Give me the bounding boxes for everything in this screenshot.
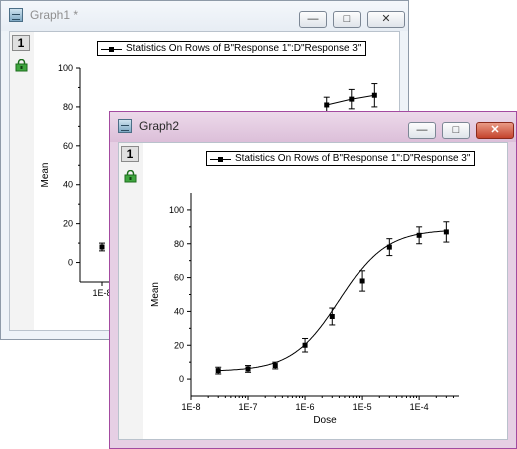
y-tick-label: 40 [63,180,73,190]
y-tick-label: 0 [179,374,184,384]
data-point [272,363,278,369]
x-tick-label: 1E-8 [92,288,111,298]
y-tick-label: 60 [174,273,184,283]
graph2-title: Graph2 [139,119,180,133]
graph2-titlebar[interactable]: Graph2 — □ ✕ [110,112,516,142]
y-tick-label: 60 [63,141,73,151]
y-axis-label: Mean [40,162,51,187]
data-point [359,278,365,284]
lock-icon[interactable] [15,59,28,72]
lock-icon[interactable] [124,170,137,183]
graph-window-icon [9,8,23,22]
y-tick-label: 100 [58,63,73,73]
minimize-button[interactable]: — [408,122,436,139]
y-axis-label: Mean [150,282,161,307]
data-point [371,92,377,98]
graph1-titlebar[interactable]: Graph1 * — □ ✕ [1,1,408,31]
y-tick-label: 20 [174,340,184,350]
x-axis-label: Dose [313,415,337,426]
fit-curve [218,230,447,372]
data-point [215,368,221,374]
x-tick-label: 1E-5 [353,402,372,412]
graph2-legend[interactable]: Statistics On Rows of B"Response 1":D"Re… [206,151,476,166]
minimize-button[interactable]: — [299,11,327,28]
graph2-plot[interactable]: 1E-8 1E-7 1E-6 1E-5 1E-4 0 20 40 60 80 100 Dose Mean [119,143,508,440]
graph2-window[interactable]: Graph2 — □ ✕ 1 1E-8 1E-7 1E-6 1E-5 1E-4 0 20 40… [109,111,517,449]
close-button[interactable]: ✕ [476,122,514,139]
y-tick-label: 40 [174,306,184,316]
data-point [99,244,105,250]
x-tick-label: 1E-4 [410,402,429,412]
data-point [416,232,422,238]
layer-1-indicator[interactable]: 1 [121,146,139,162]
fit-curve [326,94,375,106]
graph1-legend[interactable]: Statistics On Rows of B"Response 1":D"Re… [97,41,367,56]
data-point [329,313,335,319]
graph1-legend-text: Statistics On Rows of B"Response 1":D"Re… [126,43,362,54]
x-tick-label: 1E-6 [296,402,315,412]
graph2-legend-text: Statistics On Rows of B"Response 1":D"Re… [235,153,471,164]
data-point [443,229,449,235]
data-point [245,366,251,372]
close-button[interactable]: ✕ [367,11,405,28]
graph2-client: 1 1E-8 1E-7 1E-6 1E-5 1E-4 0 20 40 60 80 100 Dose Me… [118,142,508,440]
graph-window-icon [118,119,132,133]
y-tick-label: 0 [68,258,73,268]
data-point [302,342,308,348]
graph1-title: Graph1 * [30,8,79,22]
y-tick-label: 100 [169,205,184,215]
maximize-button[interactable]: □ [333,11,361,28]
maximize-button[interactable]: □ [442,122,470,139]
layer-1-indicator[interactable]: 1 [12,35,30,51]
y-tick-label: 80 [63,102,73,112]
y-tick-label: 20 [63,219,73,229]
x-tick-label: 1E-8 [181,402,200,412]
data-point [386,244,392,250]
y-tick-label: 80 [174,239,184,249]
x-tick-label: 1E-7 [239,402,258,412]
